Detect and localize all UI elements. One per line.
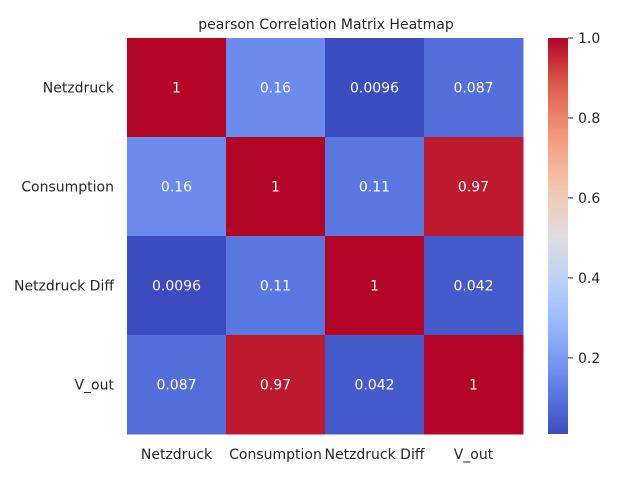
cell-annotation-1-2: 0.11 [359,180,390,196]
cell-annotation-3-3: 1 [469,378,478,394]
cell-annotation-1-3: 0.97 [458,180,489,196]
heatmap-cell-3-3 [424,335,524,435]
colorbar-tick-label: 1.0 [578,31,600,47]
cell-annotation-3-2: 0.042 [354,378,394,394]
colorbar-gradient [548,38,568,434]
cell-annotation-1-0: 0.16 [161,180,192,196]
y-tick-label: Consumption [21,180,114,196]
heatmap-cell-2-0 [127,236,227,336]
heatmap-cell-2-2 [325,236,425,336]
cell-annotation-1-1: 1 [271,180,280,196]
colorbar: 0.2 0.4 0.6 0.8 1.0 [548,31,600,434]
cell-annotation-0-3: 0.087 [453,81,493,97]
cell-annotation-2-2: 1 [370,279,379,295]
cell-annotation-2-3: 0.042 [453,279,493,295]
heatmap-cell-3-1 [226,335,326,435]
heatmap-cell-1-0 [127,137,227,237]
heatmap-cell-1-1 [226,137,326,237]
cell-annotation-2-0: 0.0096 [152,279,201,295]
heatmap-cell-0-2 [325,38,425,138]
heatmap-cell-0-1 [226,38,326,138]
chart-title: pearson Correlation Matrix Heatmap [198,17,454,33]
x-tick-label: Netzdruck Diff [324,447,424,463]
heatmap-cell-2-1 [226,236,326,336]
y-axis-ticks: Netzdruck Consumption Netzdruck Diff V_out [14,81,115,394]
y-tick-label: Netzdruck Diff [14,279,114,295]
x-tick-label: V_out [454,447,494,463]
cell-annotation-3-1: 0.97 [260,378,291,394]
cell-annotation-0-1: 0.16 [260,81,291,97]
x-tick-label: Netzdruck [141,447,213,463]
x-tick-label: Consumption [229,447,322,463]
cell-annotation-0-0: 1 [172,81,181,97]
heatmap-cell-0-3 [424,38,524,138]
heatmap-cell-3-0 [127,335,227,435]
colorbar-tick-label: 0.8 [578,111,600,127]
heatmap-cell-1-2 [325,137,425,237]
cell-annotation-2-1: 0.11 [260,279,291,295]
y-tick-label: V_out [74,378,114,394]
heatmap-annotations: 1 0.16 0.0096 0.087 0.16 1 0.11 0.97 0.0096 0.11 1… [152,81,494,394]
heatmap-cell-3-2 [325,335,425,435]
heatmap-cells [127,38,524,435]
heatmap-cell-2-3 [424,236,524,336]
cell-annotation-3-0: 0.087 [156,378,196,394]
y-tick-label: Netzdruck [43,81,115,97]
colorbar-tick-label: 0.4 [578,271,600,287]
x-axis-ticks: Netzdruck Consumption Netzdruck Diff V_out [141,447,494,463]
heatmap-cell-1-3 [424,137,524,237]
colorbar-tick-label: 0.2 [578,351,600,367]
colorbar-tick-label: 0.6 [578,191,600,207]
cell-annotation-0-2: 0.0096 [350,81,399,97]
heatmap-cell-0-0 [127,38,227,138]
